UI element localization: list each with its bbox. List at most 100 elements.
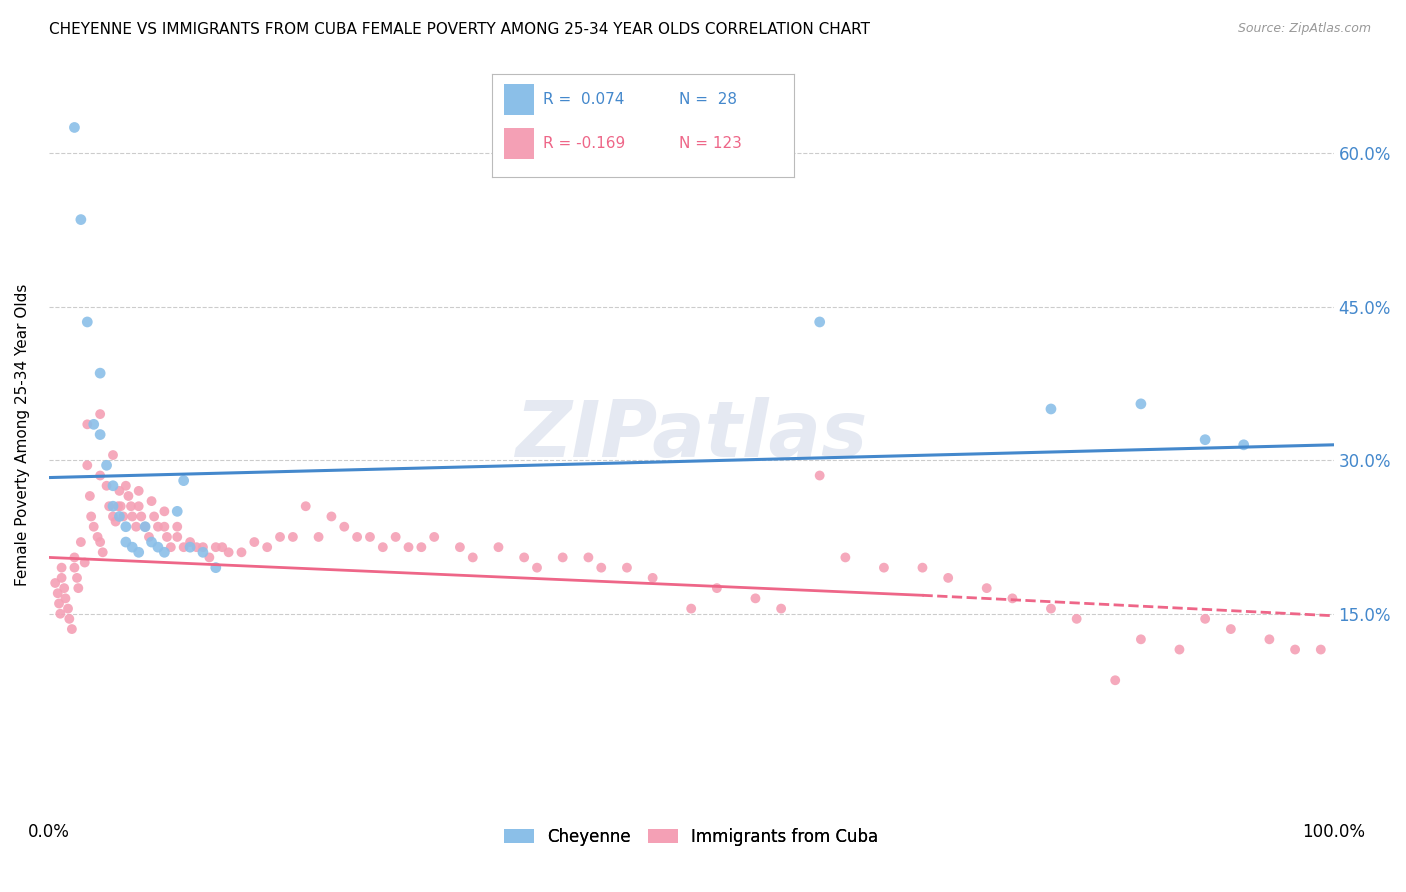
Point xyxy=(53,581,76,595)
Point xyxy=(551,550,574,565)
Point xyxy=(1194,612,1216,626)
Point xyxy=(138,530,160,544)
Y-axis label: Female Poverty Among 25-34 Year Olds: Female Poverty Among 25-34 Year Olds xyxy=(15,284,30,586)
Point xyxy=(911,560,934,574)
Point xyxy=(1104,673,1126,688)
Point xyxy=(681,601,703,615)
Point xyxy=(873,560,896,574)
Point xyxy=(55,591,77,606)
Point xyxy=(526,560,548,574)
Point xyxy=(384,530,406,544)
Point xyxy=(125,519,148,533)
Point xyxy=(770,601,793,615)
Point xyxy=(1129,397,1152,411)
Point xyxy=(834,550,856,565)
Point xyxy=(128,483,150,498)
Point xyxy=(166,504,188,518)
Point xyxy=(108,509,131,524)
Point xyxy=(269,530,291,544)
Point xyxy=(134,519,156,533)
Point xyxy=(641,571,664,585)
Point xyxy=(101,479,124,493)
Point xyxy=(115,479,138,493)
Point xyxy=(146,519,169,533)
Point xyxy=(51,560,73,574)
Point xyxy=(58,612,80,626)
Point xyxy=(1066,612,1088,626)
Point xyxy=(63,560,86,574)
Point xyxy=(60,622,83,636)
Point xyxy=(808,315,831,329)
Point xyxy=(321,509,343,524)
Point xyxy=(121,509,143,524)
Point xyxy=(159,540,181,554)
Point xyxy=(153,519,176,533)
Point xyxy=(173,540,195,554)
Point xyxy=(48,597,70,611)
Point xyxy=(198,550,221,565)
Point xyxy=(76,458,98,473)
Point xyxy=(79,489,101,503)
Point xyxy=(576,550,599,565)
Point xyxy=(134,519,156,533)
Point xyxy=(166,519,188,533)
Point xyxy=(616,560,638,574)
Point xyxy=(56,601,79,615)
Point xyxy=(129,509,152,524)
Point xyxy=(101,509,124,524)
Point xyxy=(346,530,368,544)
Point xyxy=(89,468,111,483)
Text: ZIPatlas: ZIPatlas xyxy=(515,397,868,473)
Point xyxy=(1219,622,1241,636)
Point xyxy=(146,540,169,554)
Point xyxy=(461,550,484,565)
Point xyxy=(513,550,536,565)
Point xyxy=(101,500,124,514)
Point xyxy=(107,500,129,514)
Point xyxy=(104,515,127,529)
Point xyxy=(1039,401,1062,416)
Point xyxy=(423,530,446,544)
Point xyxy=(411,540,433,554)
Point xyxy=(398,540,420,554)
Point xyxy=(191,540,214,554)
Point xyxy=(108,483,131,498)
Point xyxy=(1309,642,1331,657)
Point xyxy=(117,489,139,503)
Point xyxy=(808,468,831,483)
Point xyxy=(89,535,111,549)
Point xyxy=(46,586,69,600)
Point xyxy=(308,530,330,544)
Point xyxy=(333,519,356,533)
Point xyxy=(86,530,108,544)
Point xyxy=(128,545,150,559)
Point xyxy=(976,581,998,595)
Point xyxy=(89,427,111,442)
Point xyxy=(141,535,163,549)
Point xyxy=(204,540,226,554)
Point xyxy=(128,500,150,514)
Point xyxy=(231,545,253,559)
Point xyxy=(243,535,266,549)
Point xyxy=(204,560,226,574)
Point xyxy=(89,407,111,421)
Point xyxy=(112,509,135,524)
Point xyxy=(80,509,103,524)
Text: CHEYENNE VS IMMIGRANTS FROM CUBA FEMALE POVERTY AMONG 25-34 YEAR OLDS CORRELATIO: CHEYENNE VS IMMIGRANTS FROM CUBA FEMALE … xyxy=(49,22,870,37)
Legend: Cheyenne, Immigrants from Cuba: Cheyenne, Immigrants from Cuba xyxy=(498,821,884,853)
Point xyxy=(191,545,214,559)
Point xyxy=(70,535,93,549)
Point xyxy=(179,540,201,554)
Point xyxy=(76,315,98,329)
Point xyxy=(70,212,93,227)
Point xyxy=(488,540,510,554)
Point xyxy=(98,500,121,514)
Point xyxy=(256,540,278,554)
Point xyxy=(153,545,176,559)
Point xyxy=(1039,601,1062,615)
Point xyxy=(166,530,188,544)
Point xyxy=(186,540,208,554)
Point xyxy=(91,545,114,559)
Point xyxy=(936,571,959,585)
Point xyxy=(211,540,233,554)
